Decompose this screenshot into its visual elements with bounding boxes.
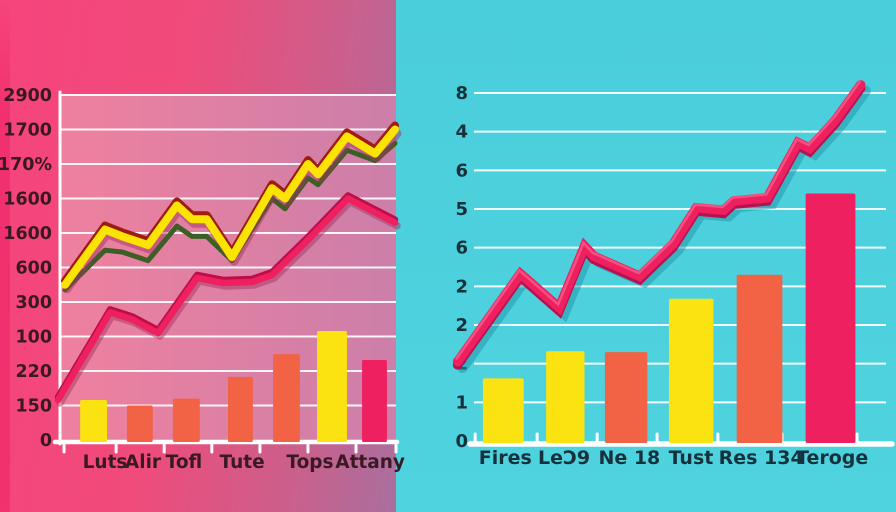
- y-axis-label: 150: [15, 397, 52, 417]
- bar: [805, 193, 856, 443]
- x-axis-label: Tops: [286, 452, 333, 473]
- bar: [273, 354, 300, 442]
- left-edge-accent: [0, 0, 10, 512]
- y-axis-label: 5: [455, 199, 468, 220]
- bar: [172, 398, 200, 442]
- y-axis-label: 4: [455, 122, 468, 143]
- x-axis-label: Tofl: [166, 452, 203, 473]
- y-axis-label: 6: [455, 160, 468, 181]
- bar: [736, 274, 783, 443]
- bar: [126, 405, 153, 442]
- y-axis-label: 2: [455, 315, 468, 336]
- y-axis-label: 1: [455, 392, 468, 413]
- bar: [228, 376, 253, 442]
- pink-line-highlight: [455, 80, 861, 360]
- bar: [80, 399, 108, 442]
- x-axis-label: Fires: [479, 447, 532, 469]
- x-axis-label: Luts: [83, 452, 128, 473]
- y-axis-label: 220: [15, 362, 52, 382]
- x-axis-label: Attany: [335, 452, 405, 473]
- y-axis-label: 2: [455, 276, 468, 297]
- x-axis-label: Tute: [220, 452, 265, 473]
- y-axis-label: 1600: [3, 224, 52, 244]
- y-axis-label: 8: [455, 83, 468, 104]
- x-axis-label: Alir: [125, 452, 162, 473]
- bar: [362, 359, 387, 442]
- y-axis-label: 6: [455, 238, 468, 259]
- bar: [546, 351, 585, 443]
- pink-line-edge: [452, 83, 866, 370]
- bar: [668, 298, 714, 443]
- y-axis-label: 1700: [3, 121, 52, 141]
- x-axis-label: LeƆ9: [538, 447, 590, 469]
- y-axis-label: 170%: [0, 155, 52, 175]
- yellow-line: [61, 125, 399, 289]
- y-axis-label: 100: [15, 328, 52, 348]
- x-axis-label: Teroge: [796, 447, 868, 469]
- bar: [604, 352, 648, 443]
- pink-line: [54, 195, 399, 404]
- x-axis-label: Tust: [669, 447, 714, 469]
- x-axis-label: Res 134: [719, 447, 804, 469]
- y-axis-label: 600: [15, 259, 52, 279]
- y-axis-label: 0: [40, 431, 52, 451]
- y-axis-label: 2900: [3, 86, 52, 106]
- y-axis-label: 1600: [3, 190, 52, 210]
- y-axis-label: 0: [455, 431, 468, 452]
- y-axis-label: 300: [15, 293, 52, 313]
- x-axis-label: Ne 18: [598, 447, 660, 469]
- bar: [482, 378, 524, 443]
- pink-line: [452, 80, 866, 367]
- bar: [317, 330, 347, 442]
